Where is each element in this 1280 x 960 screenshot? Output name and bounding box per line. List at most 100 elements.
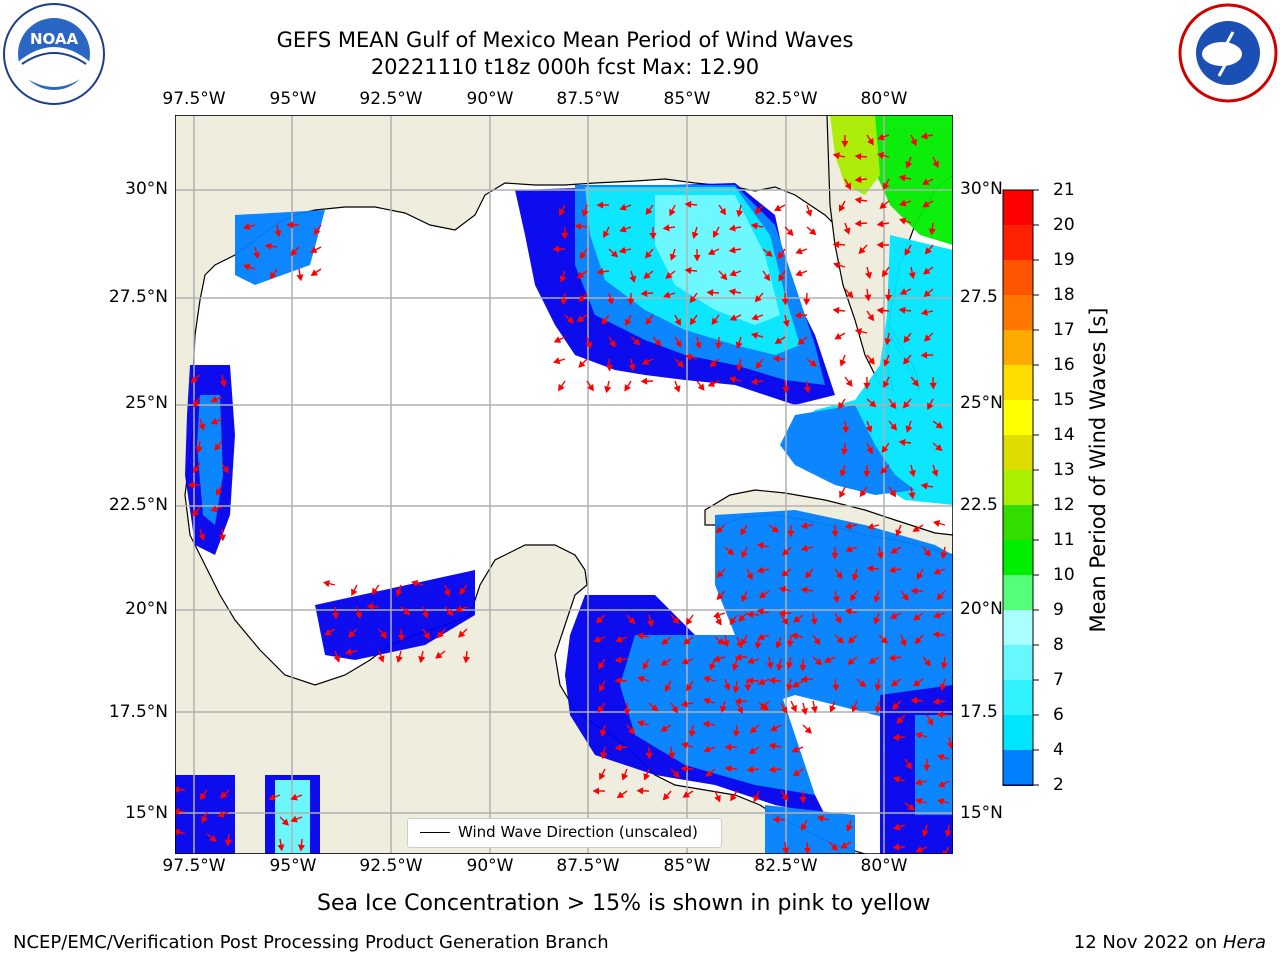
wave-direction-arrowhead <box>746 677 754 685</box>
wave-direction-arrowhead <box>688 730 696 738</box>
wave-direction-arrowhead <box>587 383 594 392</box>
wave-direction-arrowhead <box>581 209 589 217</box>
wave-direction-arrowhead <box>884 294 893 302</box>
wave-direction-arrowhead <box>865 271 872 280</box>
lon-tick-bottom: 87.5°W <box>556 856 620 876</box>
wave-direction-arrowhead <box>455 605 463 613</box>
wave-direction-arrowhead <box>873 595 881 603</box>
wave-direction-arrowhead <box>932 520 941 527</box>
wave-direction-arrowhead <box>576 315 585 323</box>
wave-direction-arrowhead <box>932 697 940 706</box>
wave-direction-arrowhead <box>920 132 928 140</box>
wave-direction-arrowhead <box>780 706 788 714</box>
wave-direction-arrowhead <box>795 269 803 277</box>
wave-direction-arrowhead <box>712 230 720 238</box>
wave-direction-arrowhead <box>669 253 677 261</box>
lat-tick-left: 27.5°N <box>108 287 168 307</box>
wave-direction-arrowhead <box>734 697 742 705</box>
colorbar <box>1002 189 1039 786</box>
wave-direction-arrowhead <box>858 680 867 688</box>
wave-direction-arrowhead <box>881 269 889 278</box>
wave-direction-arrowhead <box>210 418 218 425</box>
wave-direction-arrowhead <box>596 201 604 209</box>
wave-direction-arrowhead <box>738 614 746 622</box>
wave-direction-arrowhead <box>599 729 607 737</box>
colorbar-tick-label: 7 <box>1053 670 1064 690</box>
wave-direction-arrowhead <box>914 778 922 786</box>
wave-direction-arrowhead <box>810 706 818 714</box>
wave-direction-arrowhead <box>790 632 798 640</box>
wave-direction-arrowhead <box>313 227 321 236</box>
wave-direction-arrowhead <box>736 209 744 218</box>
wave-direction-arrowhead <box>936 711 944 719</box>
wave-direction-arrowhead <box>684 266 692 275</box>
wave-direction-arrowhead <box>324 628 332 636</box>
wave-direction-arrowhead <box>623 708 631 716</box>
map-legend: Wind Wave Direction (unscaled) <box>407 818 722 848</box>
lon-tick-bottom: 90°W <box>466 856 514 876</box>
wave-direction-arrowhead <box>732 730 740 738</box>
wave-direction-arrowhead <box>680 765 688 773</box>
footer-date-text: 12 Nov 2022 on <box>1073 932 1223 953</box>
wave-direction-arrowhead <box>716 570 724 578</box>
wave-direction-arrowhead <box>672 770 680 778</box>
colorbar-tick-label: 18 <box>1053 285 1075 305</box>
wave-direction-arrowhead <box>286 221 294 229</box>
wave-direction-arrowhead <box>890 547 898 554</box>
lat-tick-left: 30°N <box>125 179 168 199</box>
wave-direction-arrowhead <box>911 379 919 387</box>
wave-direction-arrowhead <box>719 705 727 713</box>
wave-direction-arrowhead <box>705 769 713 777</box>
wave-direction-arrowhead <box>873 617 881 625</box>
wave-direction-arrowhead <box>643 271 651 279</box>
wave-direction-arrowhead <box>753 794 760 803</box>
wave-direction-arrowhead <box>786 640 794 648</box>
wave-direction-arrowhead <box>559 208 566 216</box>
wave-direction-arrowhead <box>579 251 587 260</box>
wave-direction-arrowhead <box>640 377 648 385</box>
wave-direction-arrowhead <box>936 592 944 601</box>
wave-direction-arrowhead <box>754 642 762 650</box>
wave-direction-arrowhead <box>650 704 659 712</box>
wave-direction-arrowhead <box>680 700 688 708</box>
wave-direction-arrowhead <box>801 823 808 832</box>
wave-direction-arrowhead <box>923 764 931 772</box>
wave-direction-arrowhead <box>876 306 884 315</box>
wave-direction-arrowhead <box>614 743 622 752</box>
wave-direction-arrowhead <box>198 423 206 431</box>
wave-direction-arrowhead <box>726 548 735 556</box>
wave-direction-arrowhead <box>210 395 218 403</box>
colorbar-segment <box>1003 750 1033 785</box>
wave-direction-arrowhead <box>218 534 227 542</box>
colorbar-segment <box>1003 400 1033 435</box>
wave-direction-arrowhead <box>883 380 890 389</box>
wave-direction-arrowhead <box>770 724 778 732</box>
wave-direction-arrowhead <box>436 631 444 639</box>
wave-direction-arrowhead <box>867 138 874 146</box>
wave-direction-arrowhead <box>876 241 884 249</box>
colorbar-segment <box>1003 225 1033 260</box>
wave-direction-arrowhead <box>616 791 625 799</box>
wave-direction-arrowhead <box>921 829 929 837</box>
wave-direction-arrowhead <box>866 564 874 573</box>
wave-direction-arrowhead <box>603 230 610 239</box>
wave-direction-arrowhead <box>915 797 923 805</box>
wave-direction-arrowhead <box>640 289 648 297</box>
wave-direction-arrowhead <box>686 683 693 692</box>
lon-tick-top: 92.5°W <box>359 89 423 109</box>
colorbar-tick-label: 14 <box>1053 425 1075 445</box>
sea-ice-note: Sea Ice Concentration > 15% is shown in … <box>317 891 931 916</box>
wave-direction-arrowhead <box>435 651 443 659</box>
wave-direction-arrowhead <box>216 488 223 497</box>
wave-direction-arrowhead <box>905 161 913 169</box>
wave-direction-arrowhead <box>219 380 227 388</box>
wave-direction-arrowhead <box>693 254 701 262</box>
wave-direction-arrowhead <box>778 609 786 617</box>
wave-direction-arrowhead <box>899 199 907 207</box>
lat-tick-right: 30°N <box>960 179 1003 199</box>
wave-direction-arrowhead <box>720 272 728 281</box>
wave-direction-arrowhead <box>939 683 947 691</box>
wave-direction-arrowhead <box>410 579 419 587</box>
wave-direction-arrowhead <box>915 846 923 853</box>
wave-direction-arrowhead <box>665 271 673 279</box>
